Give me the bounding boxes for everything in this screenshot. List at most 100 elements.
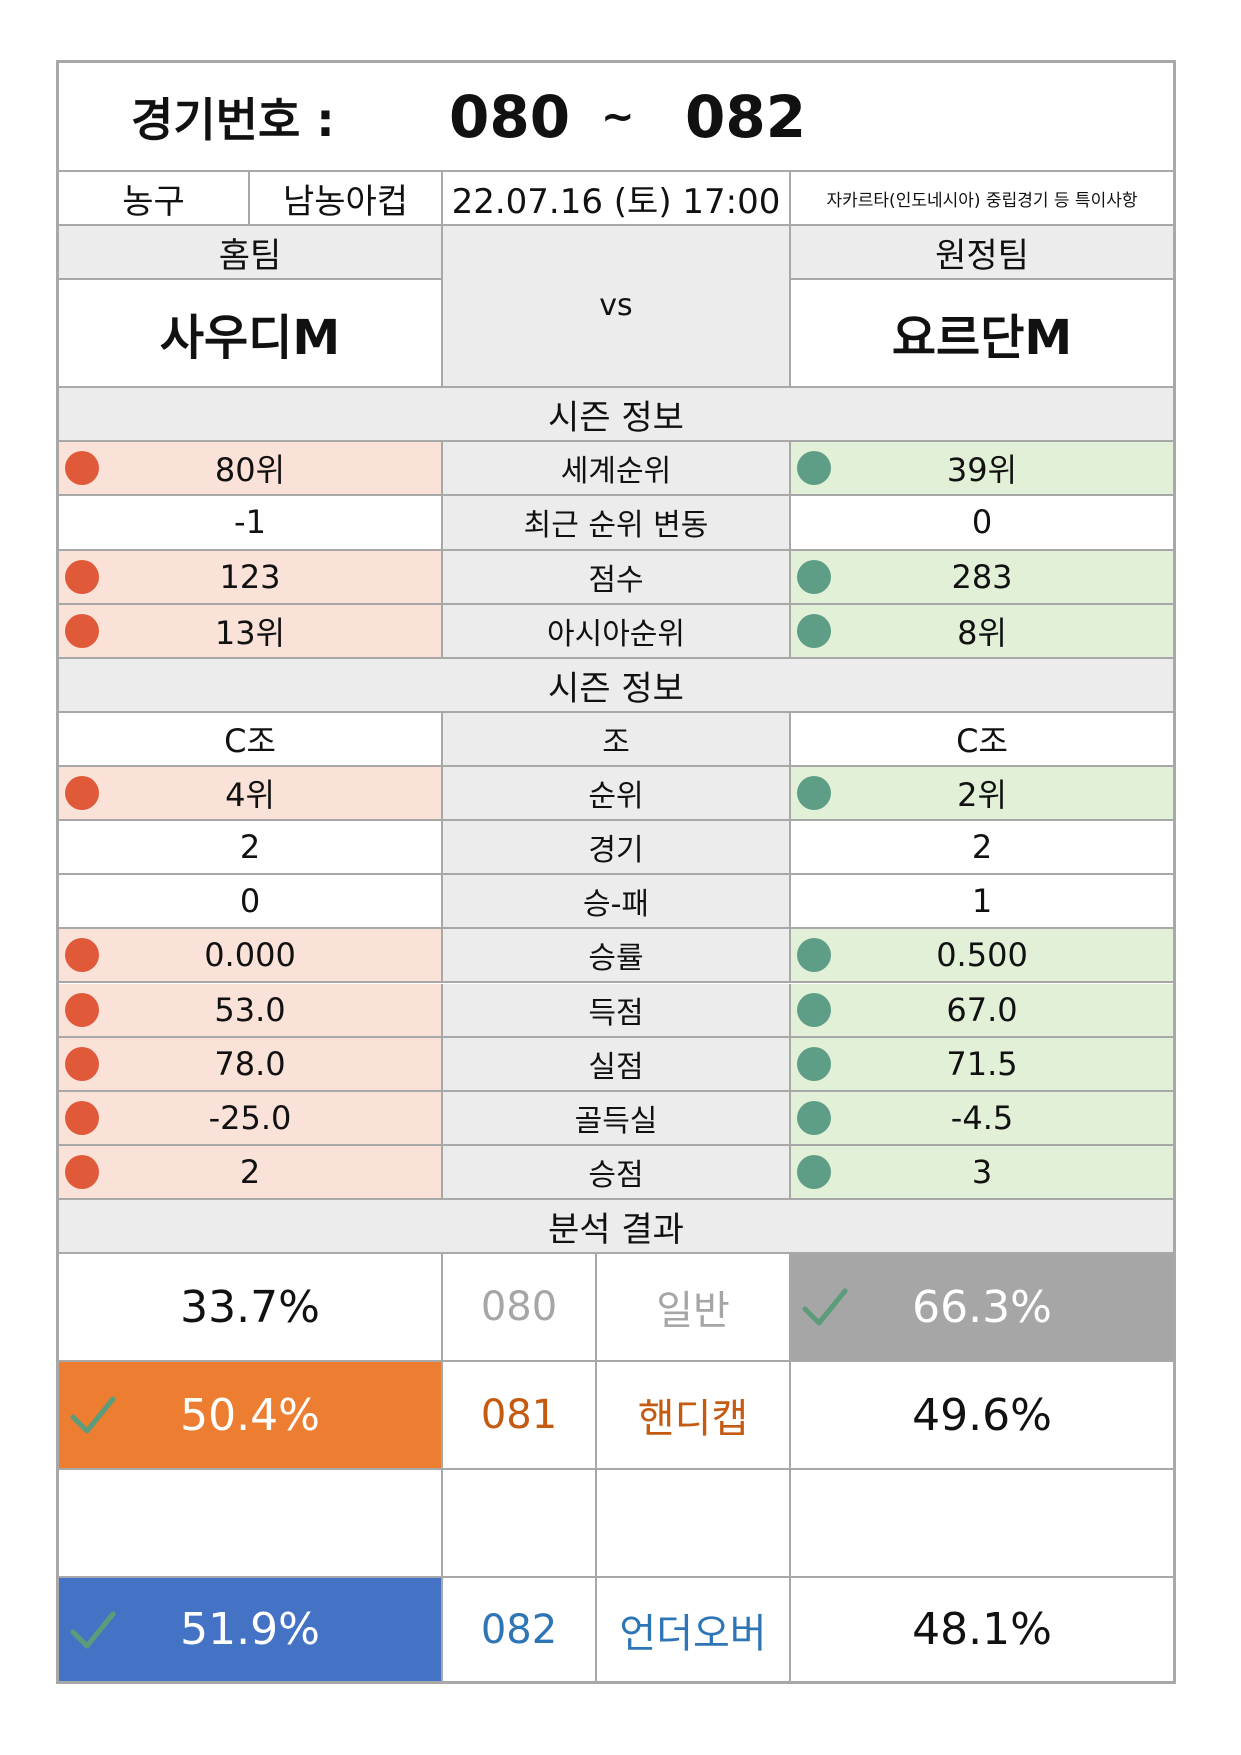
stat-away-cell: 71.5 xyxy=(791,1037,1173,1092)
stat-home-value: 123 xyxy=(219,557,281,596)
stat-label-cell: 승점 xyxy=(443,1145,791,1200)
general-type: 일반 xyxy=(656,1288,730,1334)
home-indicator-icon xyxy=(65,613,99,648)
stat-home-cell: -25.0 xyxy=(59,1091,443,1146)
stat-home-value: 78.0 xyxy=(214,1044,286,1083)
stat-away-value: 2 xyxy=(971,828,993,867)
home-indicator-icon xyxy=(65,1046,99,1081)
stat-label: 득점 xyxy=(588,995,644,1031)
stat-label-cell: 아시아순위 xyxy=(443,604,791,659)
stat-home-value: 0.000 xyxy=(204,936,296,975)
stat-home-cell: 0 xyxy=(59,875,443,930)
season-info-header: 시즌 정보 xyxy=(59,388,1173,442)
note-cell: 자카르타(인도네시아) 중립경기 등 특이사항 xyxy=(791,172,1173,226)
away-indicator-icon xyxy=(797,613,831,648)
stat-away-value: 0.500 xyxy=(936,936,1028,975)
stat-label: 승률 xyxy=(588,941,644,977)
away-indicator-icon xyxy=(797,559,831,594)
stat-home-value: 0 xyxy=(239,882,261,921)
league-label: 남농아컵 xyxy=(282,181,409,222)
stat-label: 순위 xyxy=(588,779,644,815)
handicap-home-pct: 50.4% xyxy=(180,1389,320,1441)
stat-label-cell: 승률 xyxy=(443,929,791,984)
match-number-separator: ~ xyxy=(601,93,635,140)
general-home-pct: 33.7% xyxy=(180,1281,320,1333)
away-indicator-icon xyxy=(797,776,831,811)
home-indicator-icon xyxy=(65,992,99,1027)
general-type-cell: 일반 xyxy=(597,1254,791,1362)
home-indicator-icon xyxy=(65,559,99,594)
away-team-name-cell: 요르단M xyxy=(791,280,1173,388)
sport-label: 농구 xyxy=(122,181,185,222)
away-team-header: 원정팀 xyxy=(791,226,1173,280)
stat-label: 승-패 xyxy=(582,887,650,923)
stat-home-cell: -1 xyxy=(59,496,443,551)
stat-home-value: 80위 xyxy=(214,451,286,490)
home-team-header: 홈팀 xyxy=(59,226,443,280)
underover-type-cell: 언더오버 xyxy=(597,1578,791,1681)
stat-home-cell: 78.0 xyxy=(59,1037,443,1092)
stat-label-cell: 점수 xyxy=(443,550,791,605)
underover-type: 언더오버 xyxy=(619,1610,767,1657)
check-icon xyxy=(70,1396,116,1434)
group-info-title: 시즌 정보 xyxy=(548,668,684,709)
stat-away-cell: 3 xyxy=(791,1145,1173,1200)
datetime-cell: 22.07.16 (토) 17:00 xyxy=(443,172,791,226)
away-indicator-icon xyxy=(797,1154,831,1189)
analysis-title: 분석 결과 xyxy=(548,1209,684,1250)
away-indicator-icon xyxy=(797,938,831,973)
stat-away-value: C조 xyxy=(956,722,1008,761)
stat-away-cell: 2 xyxy=(791,821,1173,876)
league-cell: 남농아컵 xyxy=(250,172,443,226)
stat-home-cell: 13위 xyxy=(59,604,443,659)
home-indicator-icon xyxy=(65,776,99,811)
general-code-cell: 080 xyxy=(443,1254,597,1362)
stat-away-cell: 2위 xyxy=(791,767,1173,822)
stat-away-cell: 0.500 xyxy=(791,929,1173,984)
stat-label-cell: 순위 xyxy=(443,767,791,822)
general-code: 080 xyxy=(480,1284,558,1330)
handicap-home-pct-cell: 50.4% xyxy=(59,1362,443,1470)
stat-label: 조 xyxy=(602,725,630,761)
stat-away-cell: 39위 xyxy=(791,442,1173,497)
handicap-type-cell: 핸디캡 xyxy=(597,1362,791,1470)
general-away-pct: 66.3% xyxy=(912,1281,1052,1333)
stat-away-cell: 1 xyxy=(791,875,1173,930)
stat-away-cell: -4.5 xyxy=(791,1091,1173,1146)
stat-away-cell: C조 xyxy=(791,713,1173,768)
stat-home-value: 2 xyxy=(239,1152,261,1191)
underover-code: 082 xyxy=(480,1606,558,1653)
stat-away-value: 1 xyxy=(971,882,993,921)
empty-code-cell xyxy=(443,1470,597,1578)
stat-label: 골득실 xyxy=(574,1103,658,1139)
away-team-name: 요르단M xyxy=(891,310,1073,366)
vs-cell: vs xyxy=(443,226,791,388)
underover-away-pct: 48.1% xyxy=(912,1604,1052,1655)
stat-away-value: 39위 xyxy=(946,451,1018,490)
check-icon xyxy=(802,1288,848,1326)
handicap-code: 081 xyxy=(480,1392,558,1438)
stat-label-cell: 세계순위 xyxy=(443,442,791,497)
stat-label: 세계순위 xyxy=(560,454,672,490)
stat-label-cell: 승-패 xyxy=(443,875,791,930)
stat-home-value: 2 xyxy=(239,828,261,867)
stat-label: 경기 xyxy=(588,833,644,869)
stat-label-cell: 골득실 xyxy=(443,1091,791,1146)
handicap-away-pct: 49.6% xyxy=(912,1389,1052,1441)
away-indicator-icon xyxy=(797,992,831,1027)
home-team-name-cell: 사우디M xyxy=(59,280,443,388)
away-indicator-icon xyxy=(797,1046,831,1081)
match-number-to: 082 xyxy=(685,82,807,151)
check-icon xyxy=(70,1611,116,1648)
stat-home-cell: 0.000 xyxy=(59,929,443,984)
stat-home-cell: C조 xyxy=(59,713,443,768)
stat-label: 점수 xyxy=(588,562,644,598)
home-team-label: 홈팀 xyxy=(218,235,282,276)
stat-home-value: 53.0 xyxy=(214,990,286,1029)
stat-away-cell: 0 xyxy=(791,496,1173,551)
stat-home-cell: 2 xyxy=(59,1145,443,1200)
away-indicator-icon xyxy=(797,1100,831,1135)
title-row: 경기번호 : 080 ~ 082 xyxy=(59,63,1173,172)
stat-home-value: -25.0 xyxy=(208,1098,292,1137)
underover-away-pct-cell: 48.1% xyxy=(791,1578,1173,1681)
